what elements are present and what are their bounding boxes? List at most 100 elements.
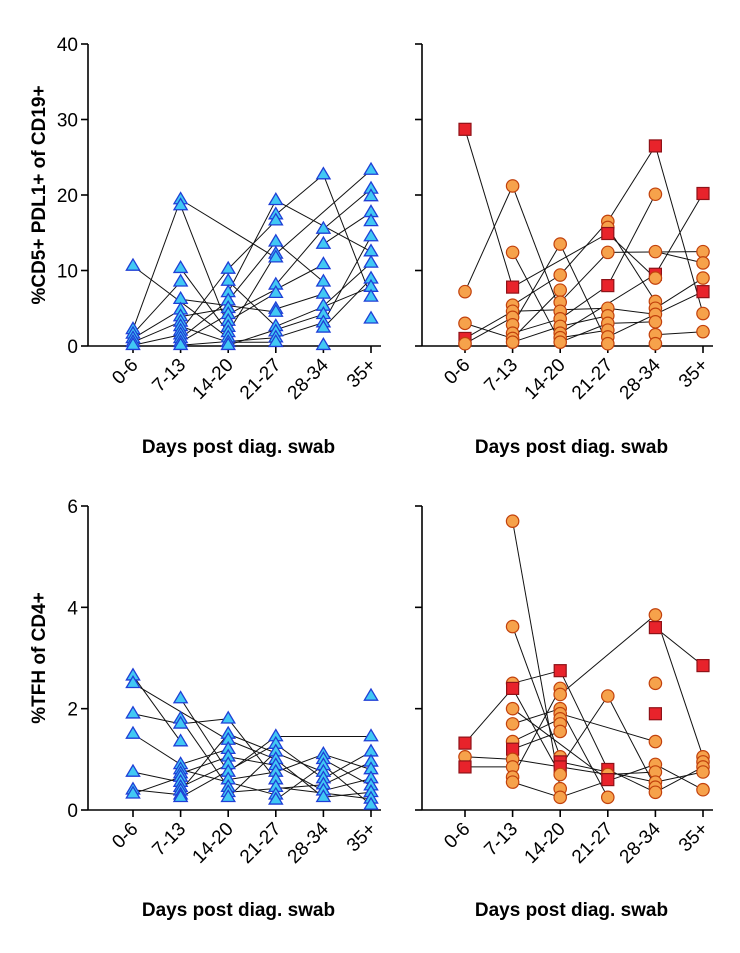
trajectory-lines — [132, 169, 372, 346]
trajectory-line — [228, 739, 276, 760]
y-tick-label: 0 — [67, 801, 78, 822]
triangle-point — [125, 336, 141, 351]
trajectory-line — [132, 733, 181, 765]
trajectory-line — [132, 321, 181, 343]
trajectory-line — [559, 285, 609, 320]
trajectory-line — [512, 670, 561, 684]
y-axis-label: %TFH of CD4+ — [29, 592, 50, 723]
trajectory-line — [655, 766, 704, 793]
trajectory-lines — [132, 675, 372, 806]
circle-point — [553, 687, 567, 702]
square-point — [601, 226, 615, 241]
trajectory-line — [275, 764, 324, 792]
circle-point — [458, 316, 472, 331]
trajectory-line — [512, 274, 561, 306]
square-point — [696, 186, 710, 201]
circle-point — [553, 724, 567, 739]
trajectory-line — [323, 758, 372, 787]
x-tick-label: 28-34 — [616, 818, 666, 868]
y-tick-label: 0 — [67, 337, 78, 358]
triangle-point — [172, 690, 189, 704]
triangle-point — [125, 763, 141, 777]
trajectory-line — [512, 708, 561, 725]
triangle-point — [268, 249, 284, 263]
triangle-point — [363, 228, 379, 242]
trajectory-line — [180, 325, 229, 343]
trajectory-line — [275, 241, 324, 283]
trajectory-line — [227, 220, 277, 270]
trajectory-line — [464, 688, 513, 744]
triangle-point — [315, 235, 332, 249]
trajectory-line — [559, 221, 609, 276]
trajectory-line — [512, 521, 561, 789]
triangle-point — [220, 789, 236, 803]
trajectory-line — [227, 736, 277, 773]
x-tick-label: 7-13 — [148, 355, 190, 397]
circle-point — [696, 271, 710, 285]
triangle-point — [315, 319, 332, 333]
trajectory-line — [180, 756, 229, 774]
x-tick-label: 7-13 — [148, 819, 190, 861]
trajectory-line — [512, 688, 561, 778]
y-axis-label: %CD5+ PDL1+ of CD19+ — [29, 85, 50, 304]
trajectory-line — [654, 614, 704, 757]
circle-point — [505, 775, 520, 789]
circle-point — [505, 619, 520, 634]
trajectory-line — [180, 733, 229, 792]
x-tick-label: 7-13 — [480, 819, 522, 861]
square-point — [648, 139, 663, 153]
triangle-point — [172, 733, 189, 747]
trajectory-line — [512, 718, 561, 743]
trajectory-line — [132, 334, 181, 346]
x-tick-label: 28-34 — [284, 818, 334, 868]
triangle-point — [125, 257, 141, 271]
triangle-point — [268, 192, 284, 206]
trajectory-line — [227, 292, 277, 322]
trajectory-line — [560, 315, 608, 327]
triangle-point — [315, 336, 332, 351]
triangle-point — [125, 785, 141, 799]
trajectory-line — [275, 174, 324, 215]
triangle-point — [315, 220, 332, 234]
trajectory-line — [132, 675, 182, 742]
trajectory-line — [180, 718, 229, 788]
circle-point — [648, 315, 663, 329]
trajectory-lines — [464, 129, 704, 345]
y-tick-label: 4 — [67, 598, 78, 619]
trajectory-line — [607, 321, 656, 324]
circle-point — [505, 717, 520, 731]
triangle-point — [172, 259, 189, 274]
trajectory-line — [228, 756, 276, 766]
triangle-point — [172, 197, 189, 211]
trajectory-line — [132, 281, 181, 335]
trajectory-line — [180, 313, 229, 343]
x-tick-label: 14-20 — [521, 355, 570, 404]
triangle-point — [268, 333, 284, 348]
trajectory-line — [180, 718, 229, 725]
trajectory-line — [323, 778, 372, 792]
trajectory-line — [323, 751, 372, 780]
trajectory-line — [655, 251, 704, 264]
trajectory-line — [464, 756, 513, 760]
x-tick-label: 21-27 — [236, 819, 285, 868]
trajectory-line — [180, 307, 229, 318]
x-tick-label: 0-6 — [440, 819, 474, 853]
circle-point — [648, 336, 663, 351]
trajectory-line — [559, 614, 656, 695]
x-tick-label: 7-13 — [480, 355, 522, 397]
circle-point — [696, 782, 710, 797]
x-axis-label: Days post diag. swab — [475, 437, 668, 458]
square-point — [696, 658, 710, 673]
trajectory-line — [275, 753, 324, 773]
square-point — [601, 772, 615, 787]
trajectory-line — [323, 188, 372, 230]
triangle-point — [363, 243, 379, 257]
triangle-point — [125, 705, 141, 719]
triangle-point — [315, 789, 332, 803]
triangle-point — [363, 310, 379, 324]
trajectory-line — [607, 771, 656, 775]
